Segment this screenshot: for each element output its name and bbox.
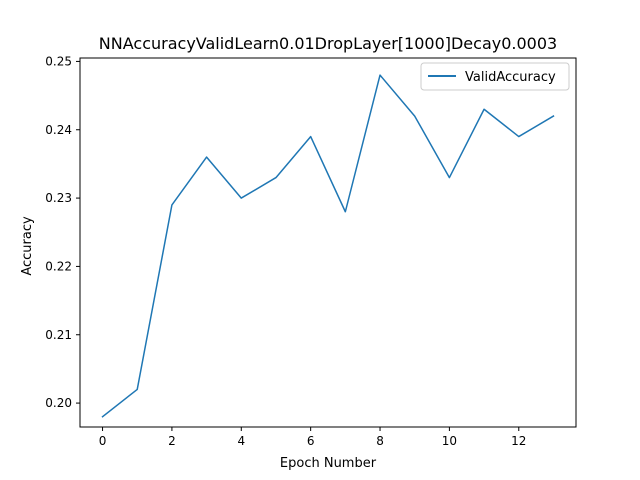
x-tick-label: 10 — [442, 434, 457, 448]
x-axis-label: Epoch Number — [280, 456, 377, 471]
x-tick-label: 2 — [168, 434, 176, 448]
y-tick-label: 0.24 — [45, 123, 72, 137]
y-tick-label: 0.23 — [45, 191, 72, 205]
legend-box — [420, 62, 570, 91]
y-tick-label: 0.21 — [45, 328, 72, 342]
x-tick-label: 12 — [511, 434, 526, 448]
legend-label: ValidAccuracy — [465, 70, 556, 85]
legend: ValidAccuracy — [420, 62, 570, 91]
y-tick-label: 0.22 — [45, 259, 72, 273]
y-tick-label: 0.25 — [45, 54, 72, 68]
x-tick-label: 6 — [307, 434, 315, 448]
y-tick-label: 0.20 — [45, 396, 72, 410]
x-tick-label: 0 — [99, 434, 107, 448]
plot-area: 0 2 4 6 8 10 12 0.20 0.21 0.22 0.23 0.24 0.25 — [45, 54, 577, 448]
x-tick-label: 4 — [237, 434, 245, 448]
series-line-0 — [101, 74, 555, 418]
axes-frame — [79, 57, 577, 428]
y-axis-label: Accuracy — [20, 216, 35, 276]
chart-title: NNAccuracyValidLearn0.01DropLayer[1000]D… — [99, 34, 557, 53]
x-tick-label: 8 — [376, 434, 384, 448]
